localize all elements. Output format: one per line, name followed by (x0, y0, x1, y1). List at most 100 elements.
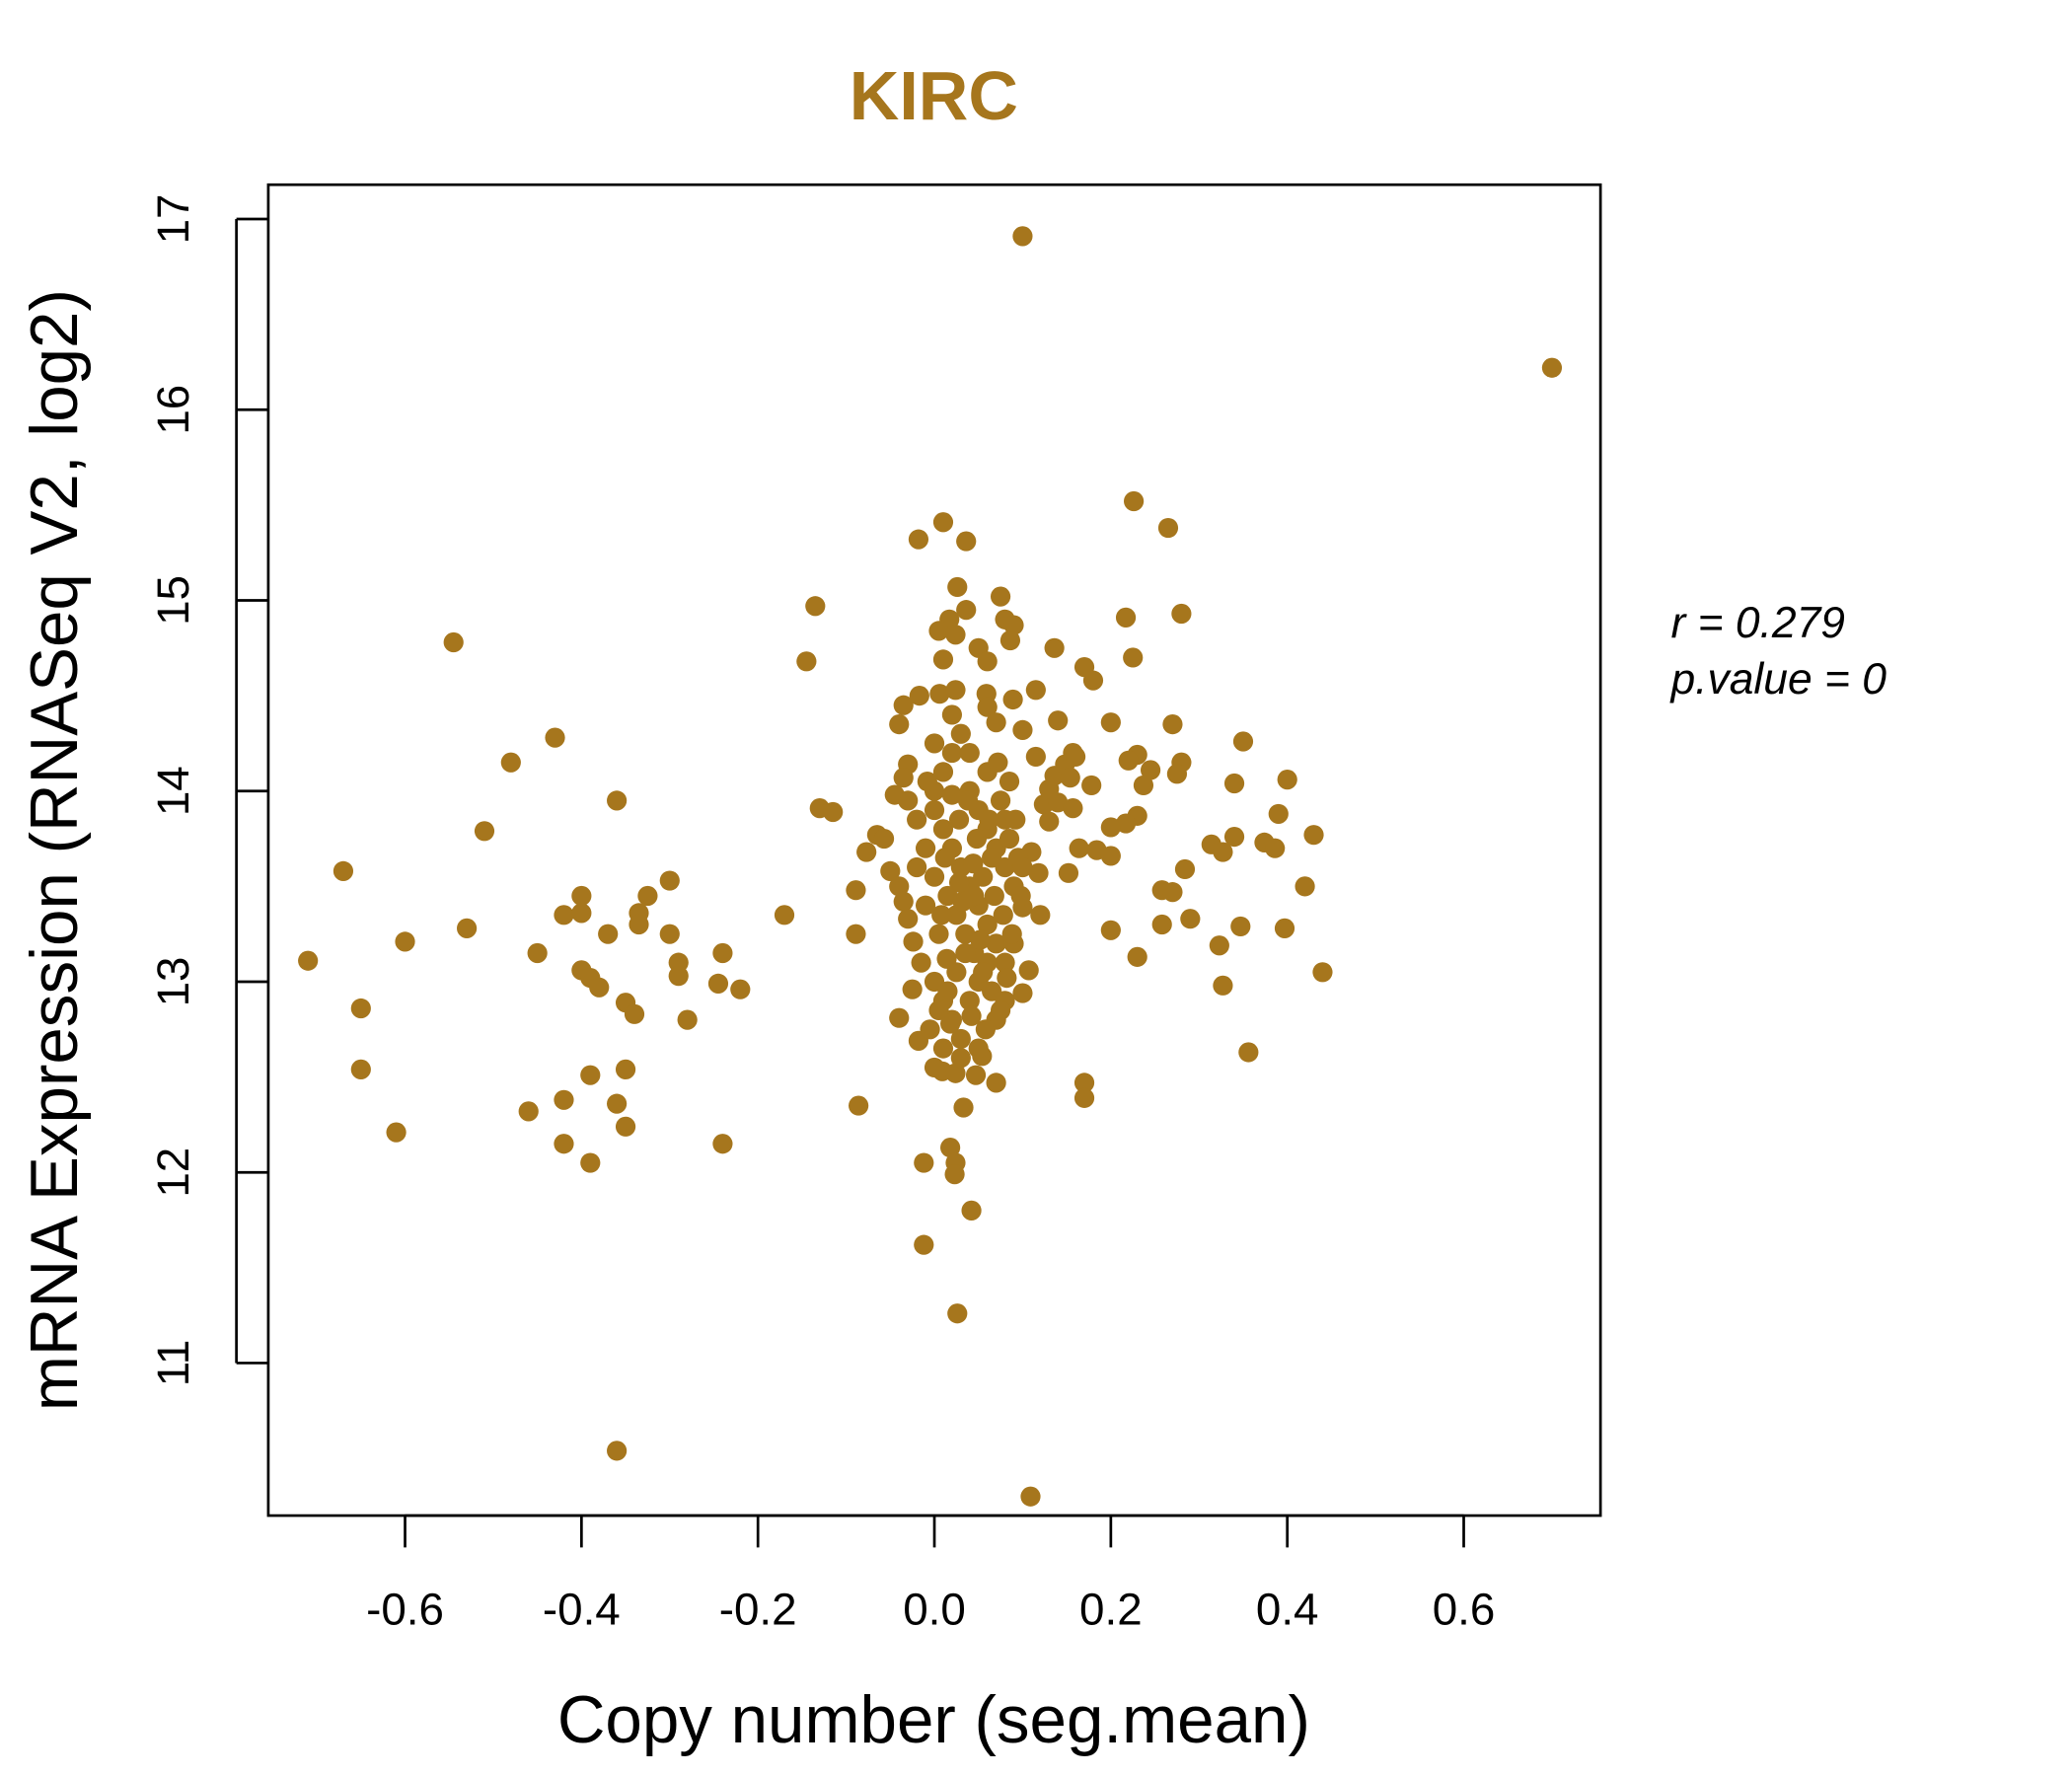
data-point (932, 1038, 954, 1059)
data-point (953, 1097, 974, 1118)
data-point (457, 918, 478, 938)
data-point (959, 991, 980, 1011)
data-point (944, 1164, 965, 1185)
data-point (956, 600, 977, 621)
data-point (1012, 856, 1033, 878)
data-point (707, 973, 729, 995)
data-point (928, 924, 949, 944)
data-point (1060, 768, 1080, 788)
data-point (1005, 809, 1026, 830)
data-point (955, 924, 976, 944)
data-point (948, 809, 970, 830)
x-axis-label: Copy number (seg.mean) (557, 1683, 1310, 1757)
x-tick-label: 0.6 (1433, 1584, 1496, 1634)
data-point (928, 999, 949, 1021)
data-point (1048, 792, 1069, 813)
data-point (963, 853, 984, 874)
data-point (979, 809, 999, 830)
data-point (999, 629, 1021, 651)
data-point (589, 977, 610, 998)
data-point (999, 771, 1020, 792)
data-point (990, 999, 1011, 1021)
data-point (598, 924, 619, 944)
data-point (945, 680, 966, 701)
data-point (1541, 357, 1563, 378)
data-point (712, 942, 733, 964)
data-point (990, 586, 1011, 607)
data-point (965, 1065, 987, 1085)
data-point (805, 596, 826, 617)
data-point (924, 733, 945, 754)
data-point (823, 801, 844, 823)
y-tick-label: 17 (148, 194, 198, 245)
data-point (1115, 813, 1137, 834)
data-point (668, 966, 689, 987)
data-point (984, 885, 1004, 907)
data-point (1073, 1073, 1095, 1093)
data-point (917, 771, 937, 792)
data-point (968, 1038, 989, 1059)
data-point (928, 621, 949, 641)
data-point (1180, 909, 1201, 929)
data-point (1238, 1042, 1259, 1063)
data-point (1018, 960, 1039, 981)
data-point (333, 860, 354, 881)
data-point (948, 872, 970, 893)
data-point (977, 697, 998, 717)
data-point (1100, 846, 1121, 866)
data-point (902, 979, 923, 999)
x-tick-label: -0.2 (719, 1584, 797, 1634)
data-point (893, 891, 914, 912)
data-point (500, 752, 521, 773)
data-point (1012, 226, 1033, 247)
data-point (1265, 838, 1286, 858)
data-point (924, 866, 945, 887)
data-point (1001, 924, 1022, 944)
data-point (924, 1057, 945, 1078)
data-point (1223, 773, 1245, 794)
data-point (1230, 916, 1251, 937)
data-point (1232, 731, 1254, 752)
data-point (1174, 858, 1196, 880)
data-point (950, 1048, 971, 1069)
data-point (1123, 647, 1144, 668)
data-point (986, 1073, 1006, 1093)
data-point (889, 876, 910, 897)
data-point (1171, 603, 1192, 625)
data-point (970, 929, 991, 950)
y-tick-label: 15 (148, 575, 198, 626)
data-point (1012, 983, 1033, 1003)
data-point (637, 885, 658, 907)
data-point (982, 848, 1002, 868)
data-point (937, 981, 958, 1001)
data-point (941, 742, 962, 764)
data-point (846, 924, 866, 944)
data-point (929, 684, 950, 704)
data-point (554, 905, 574, 925)
data-point (873, 828, 895, 850)
data-point (1115, 607, 1137, 628)
data-point (934, 848, 955, 868)
data-point (629, 914, 649, 935)
data-point (796, 651, 817, 672)
data-point (966, 828, 988, 850)
data-point (1073, 1087, 1095, 1108)
data-point (774, 905, 795, 925)
data-point (955, 942, 976, 964)
data-point (947, 576, 968, 598)
data-point (1025, 680, 1046, 701)
data-point (1030, 905, 1051, 925)
data-point (677, 1009, 698, 1030)
data-point (1003, 615, 1024, 635)
data-point (898, 909, 919, 929)
data-point (961, 1200, 982, 1221)
data-point (607, 1093, 628, 1114)
y-axis-label: mRNA Expression (RNASeq V2, log2) (18, 289, 92, 1411)
x-tick-label: 0.0 (903, 1584, 966, 1634)
data-point (545, 727, 565, 748)
data-point (1140, 760, 1161, 780)
data-point (952, 891, 973, 912)
data-point (615, 1116, 636, 1137)
data-point (571, 903, 592, 924)
